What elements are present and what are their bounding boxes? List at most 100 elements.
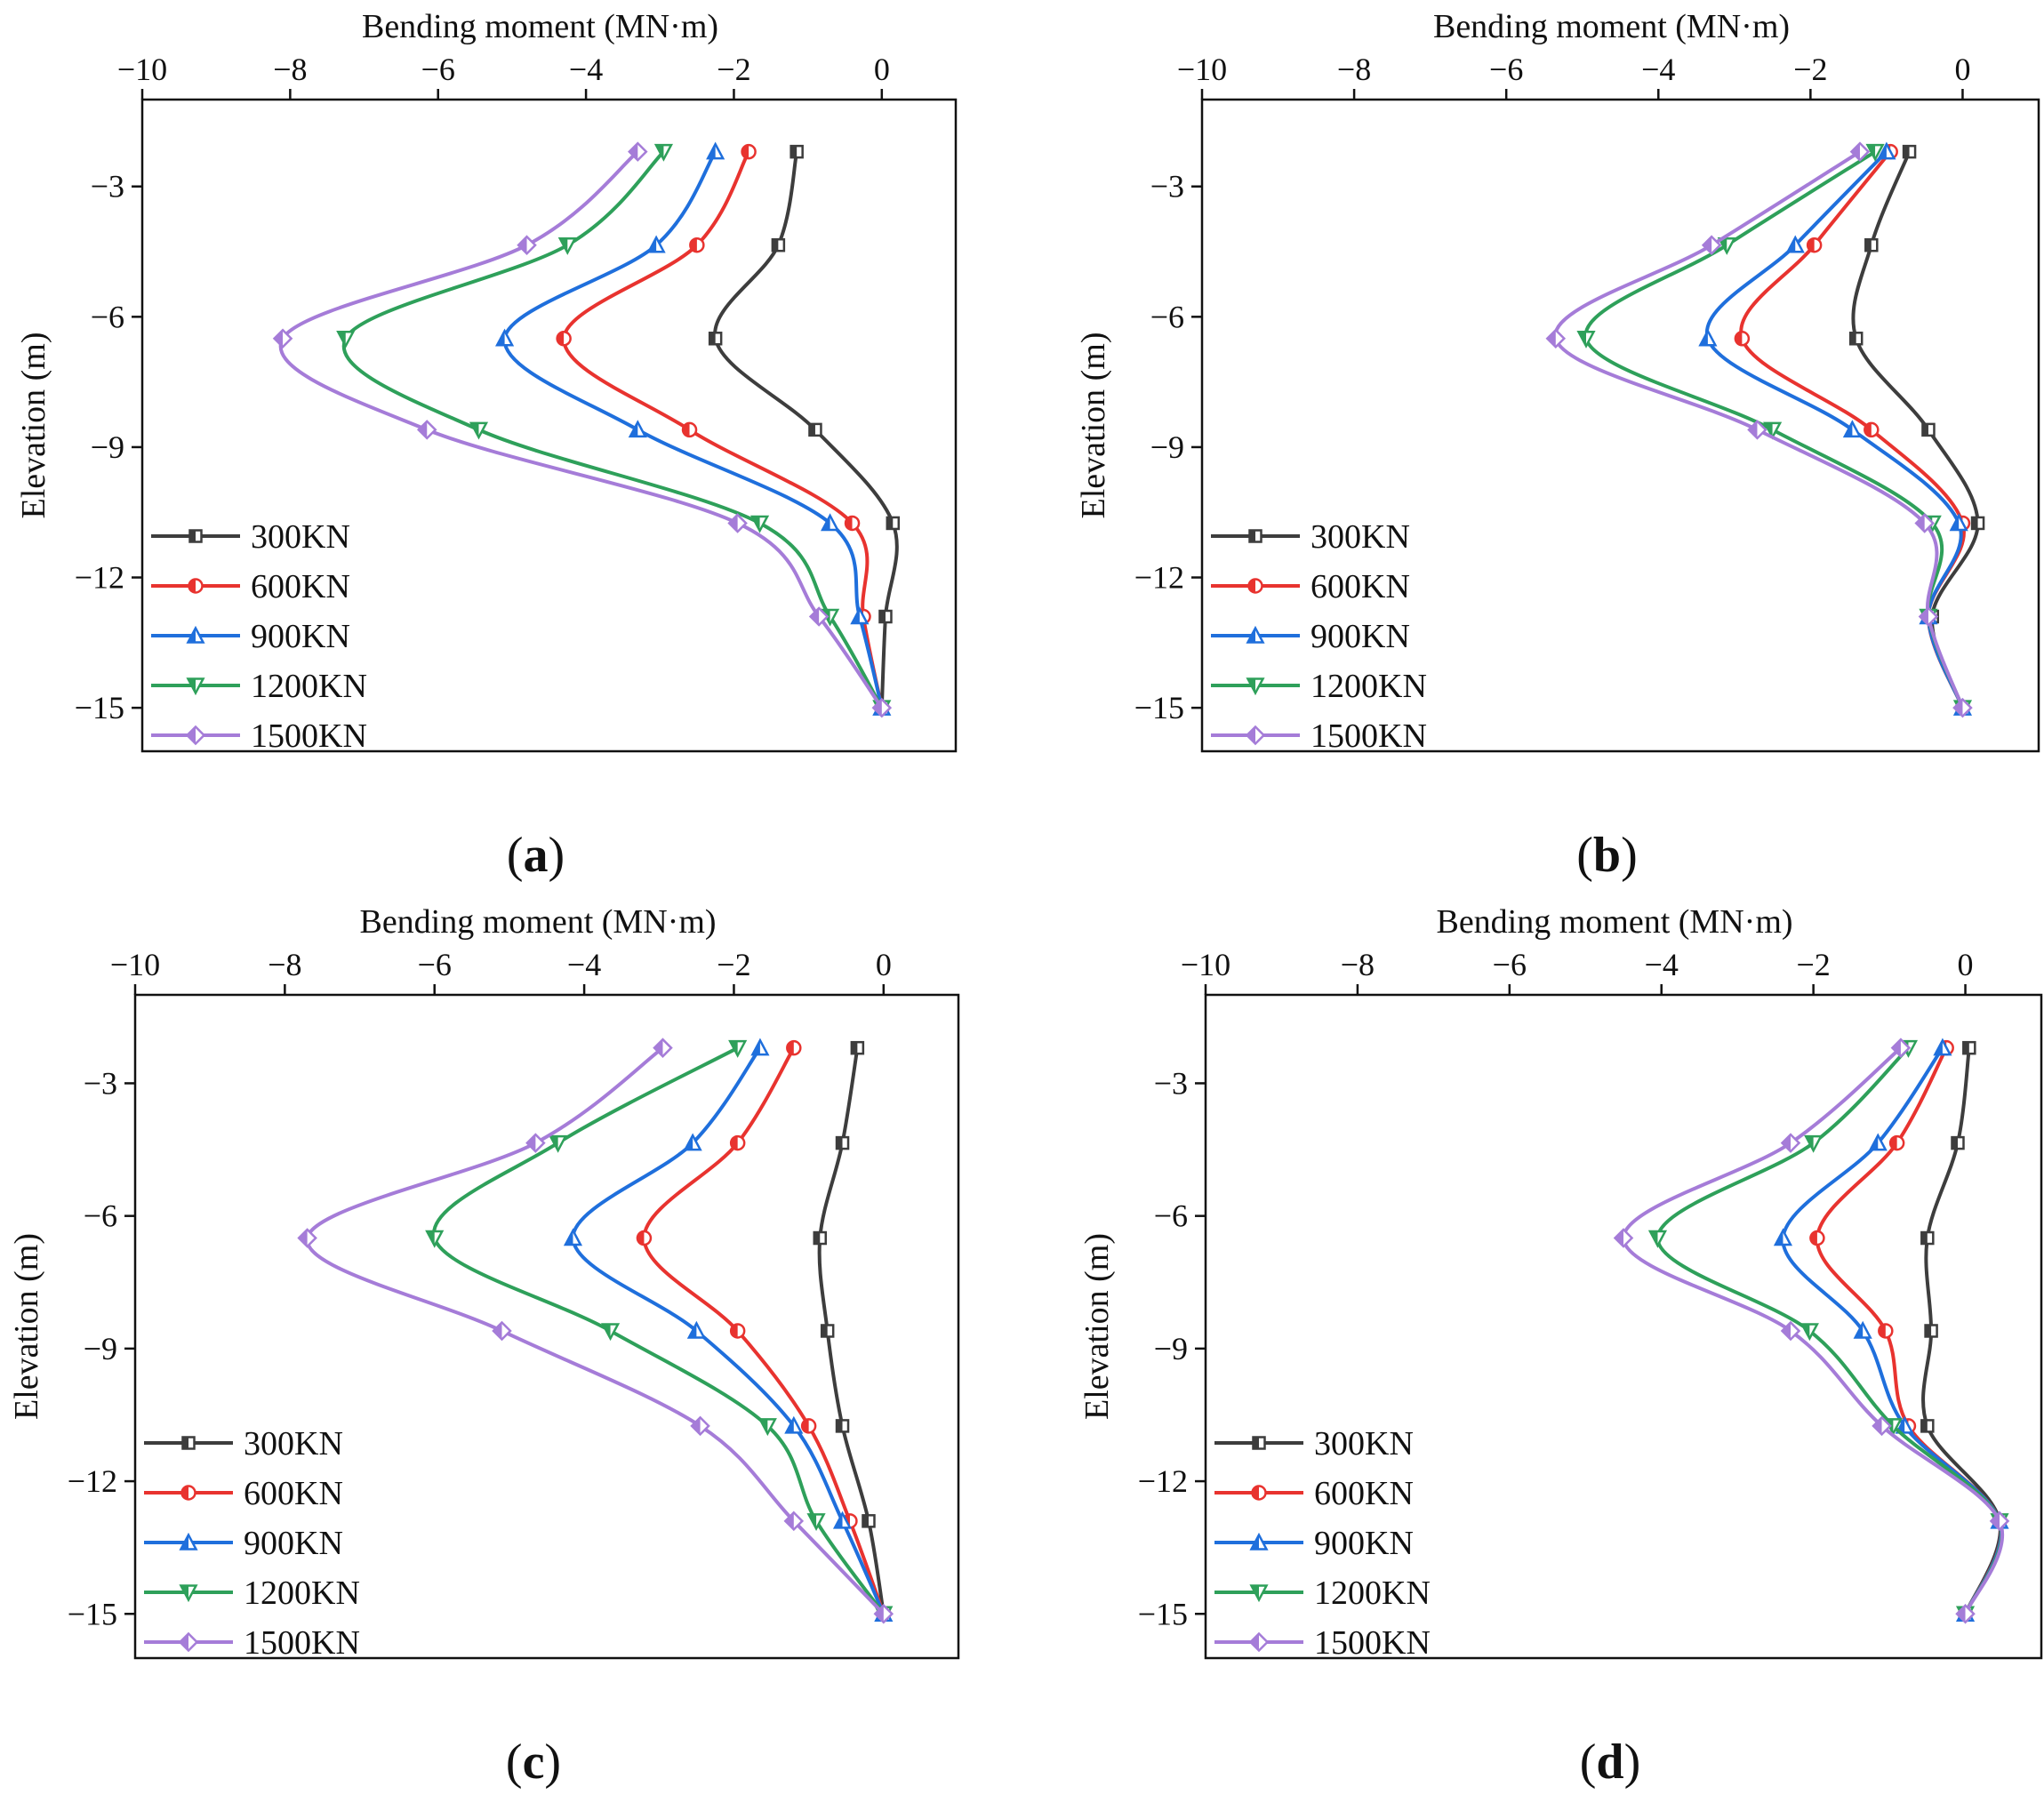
x-axis-label: Bending moment (MN·m) [359, 903, 716, 941]
legend-item: 900KN [144, 1525, 343, 1562]
legend-item: 300KN [144, 1425, 343, 1462]
plot-frame-b [1200, 98, 2040, 753]
legend-1200KN-marker-0 [186, 677, 205, 696]
series-300KN-d [1920, 1040, 2007, 1622]
series-1500KN-marker-2 [297, 1228, 317, 1248]
series-300KN-marker-1 [835, 1135, 850, 1150]
legend-300KN-marker-0 [188, 529, 203, 543]
series-line-1200KN [1655, 1046, 2004, 1615]
legend-label: 1500KN [1311, 717, 1427, 755]
legend-600KN-marker-0 [180, 1485, 196, 1501]
series-1500KN-marker-3 [1747, 420, 1767, 440]
series-600KN-marker-1 [689, 236, 705, 253]
series-1200KN-marker-1 [1717, 236, 1736, 255]
legend-label: 300KN [1311, 518, 1410, 556]
y-tick-label: −15 [1134, 690, 1184, 725]
legend-label: 600KN [244, 1475, 343, 1512]
x-axis-label: Bending moment (MN·m) [1433, 8, 1790, 45]
series-1500KN-marker-4 [690, 1415, 710, 1437]
x-tick-label: −6 [418, 947, 452, 982]
series-1200KN-d [1647, 1039, 2009, 1624]
series-line-600KN [1815, 1046, 2003, 1615]
x-tick-label: −8 [1341, 947, 1375, 982]
series-300KN-marker-0 [790, 144, 804, 159]
panel-label-b: (b) [1576, 828, 1637, 883]
y-tick-label: −3 [1154, 1065, 1188, 1101]
legend-item: 1500KN [1214, 1624, 1431, 1662]
legend-item: 1200KN [1214, 1575, 1431, 1612]
plot-frame-a [140, 98, 958, 753]
legend-900KN-marker-0 [186, 625, 205, 644]
legend-label: 300KN [1314, 1425, 1414, 1462]
series-line-900KN [571, 1046, 886, 1615]
series-1500KN-marker-0 [628, 141, 648, 162]
series-1500KN-marker-6 [1955, 1603, 1976, 1624]
legend-label: 1500KN [251, 717, 367, 755]
series-900KN-marker-2 [1698, 328, 1718, 347]
series-1500KN-c [297, 1038, 894, 1624]
series-300KN-marker-0 [1902, 144, 1917, 159]
series-900KN-marker-3 [686, 1320, 706, 1339]
series-900KN-marker-5 [832, 1511, 853, 1529]
legend-item: 1500KN [151, 717, 367, 755]
legend-label: 900KN [251, 618, 350, 655]
series-300KN-a [708, 144, 901, 715]
series-1500KN-marker-2 [272, 328, 293, 349]
x-tick-label: −6 [421, 52, 455, 87]
legend-label: 600KN [1311, 568, 1410, 605]
series-1500KN-marker-3 [1780, 1320, 1801, 1342]
x-tick-label: −10 [110, 947, 160, 982]
legend-label: 900KN [244, 1525, 343, 1562]
series-1500KN-marker-2 [1545, 328, 1567, 349]
series-1200KN-marker-3 [600, 1323, 621, 1342]
series-1500KN-marker-1 [1780, 1133, 1801, 1153]
series-300KN-marker-2 [708, 332, 723, 346]
series-1500KN-a [272, 141, 893, 718]
series-600KN-marker-3 [1864, 421, 1880, 438]
legend-300KN-marker-0 [1252, 1436, 1266, 1450]
x-tick-label: −10 [1177, 52, 1227, 87]
series-900KN-marker-2 [563, 1228, 583, 1246]
series-600KN-marker-1 [1888, 1134, 1905, 1151]
x-tick-label: −2 [717, 52, 750, 87]
y-tick-label: −6 [1150, 299, 1184, 334]
series-600KN-marker-0 [741, 143, 757, 160]
y-tick-label: −6 [1154, 1198, 1188, 1234]
series-1500KN-marker-6 [1952, 697, 1973, 718]
x-tick-label: −2 [1793, 52, 1827, 87]
series-900KN-marker-0 [1877, 141, 1896, 160]
series-900KN-marker-0 [750, 1038, 770, 1056]
legend-900KN-marker-0 [1246, 625, 1265, 644]
series-1200KN-marker-2 [425, 1230, 445, 1248]
y-tick-label: −12 [68, 1463, 117, 1499]
series-300KN-marker-2 [1920, 1230, 1935, 1246]
x-tick-label: 0 [1954, 52, 1970, 87]
legend-item: 1500KN [1211, 717, 1427, 755]
y-tick-label: −15 [75, 690, 124, 725]
legend-a: 300KN 600KN 900KN 1200KN 1500KN [151, 518, 367, 755]
series-900KN-marker-1 [1868, 1133, 1888, 1151]
series-300KN-marker-3 [820, 1324, 835, 1338]
series-900KN-marker-1 [1785, 235, 1805, 253]
series-900KN-marker-0 [1933, 1038, 1952, 1056]
series-1500KN-marker-4 [1872, 1415, 1892, 1437]
series-line-300KN [713, 151, 899, 709]
series-1200KN-marker-4 [749, 515, 770, 533]
legend-item: 600KN [1214, 1475, 1414, 1512]
x-tick-label: −2 [1796, 947, 1830, 982]
series-300KN-marker-0 [1962, 1040, 1976, 1055]
series-600KN-marker-2 [636, 1230, 653, 1246]
legend-600KN-marker-0 [188, 578, 204, 594]
legend-label: 1200KN [251, 668, 367, 705]
legend-label: 300KN [244, 1425, 343, 1462]
series-1500KN-marker-4 [1914, 513, 1935, 533]
series-300KN-marker-5 [878, 609, 893, 624]
series-300KN-marker-3 [1921, 422, 1936, 437]
panel-c-container: −10 −8 −6 −4 −2 0 −3 −6 −9 −12 −15 Bending moment (… [0, 895, 1022, 1795]
legend-item: 600KN [1211, 568, 1410, 605]
legend-item: 900KN [1211, 618, 1410, 655]
x-tick-label: −10 [117, 52, 167, 87]
chart-panel-a: −10 −8 −6 −4 −2 0 −3 −6 −9 −12 −15 Bending moment (… [15, 8, 958, 883]
x-tick-label: −8 [273, 52, 307, 87]
